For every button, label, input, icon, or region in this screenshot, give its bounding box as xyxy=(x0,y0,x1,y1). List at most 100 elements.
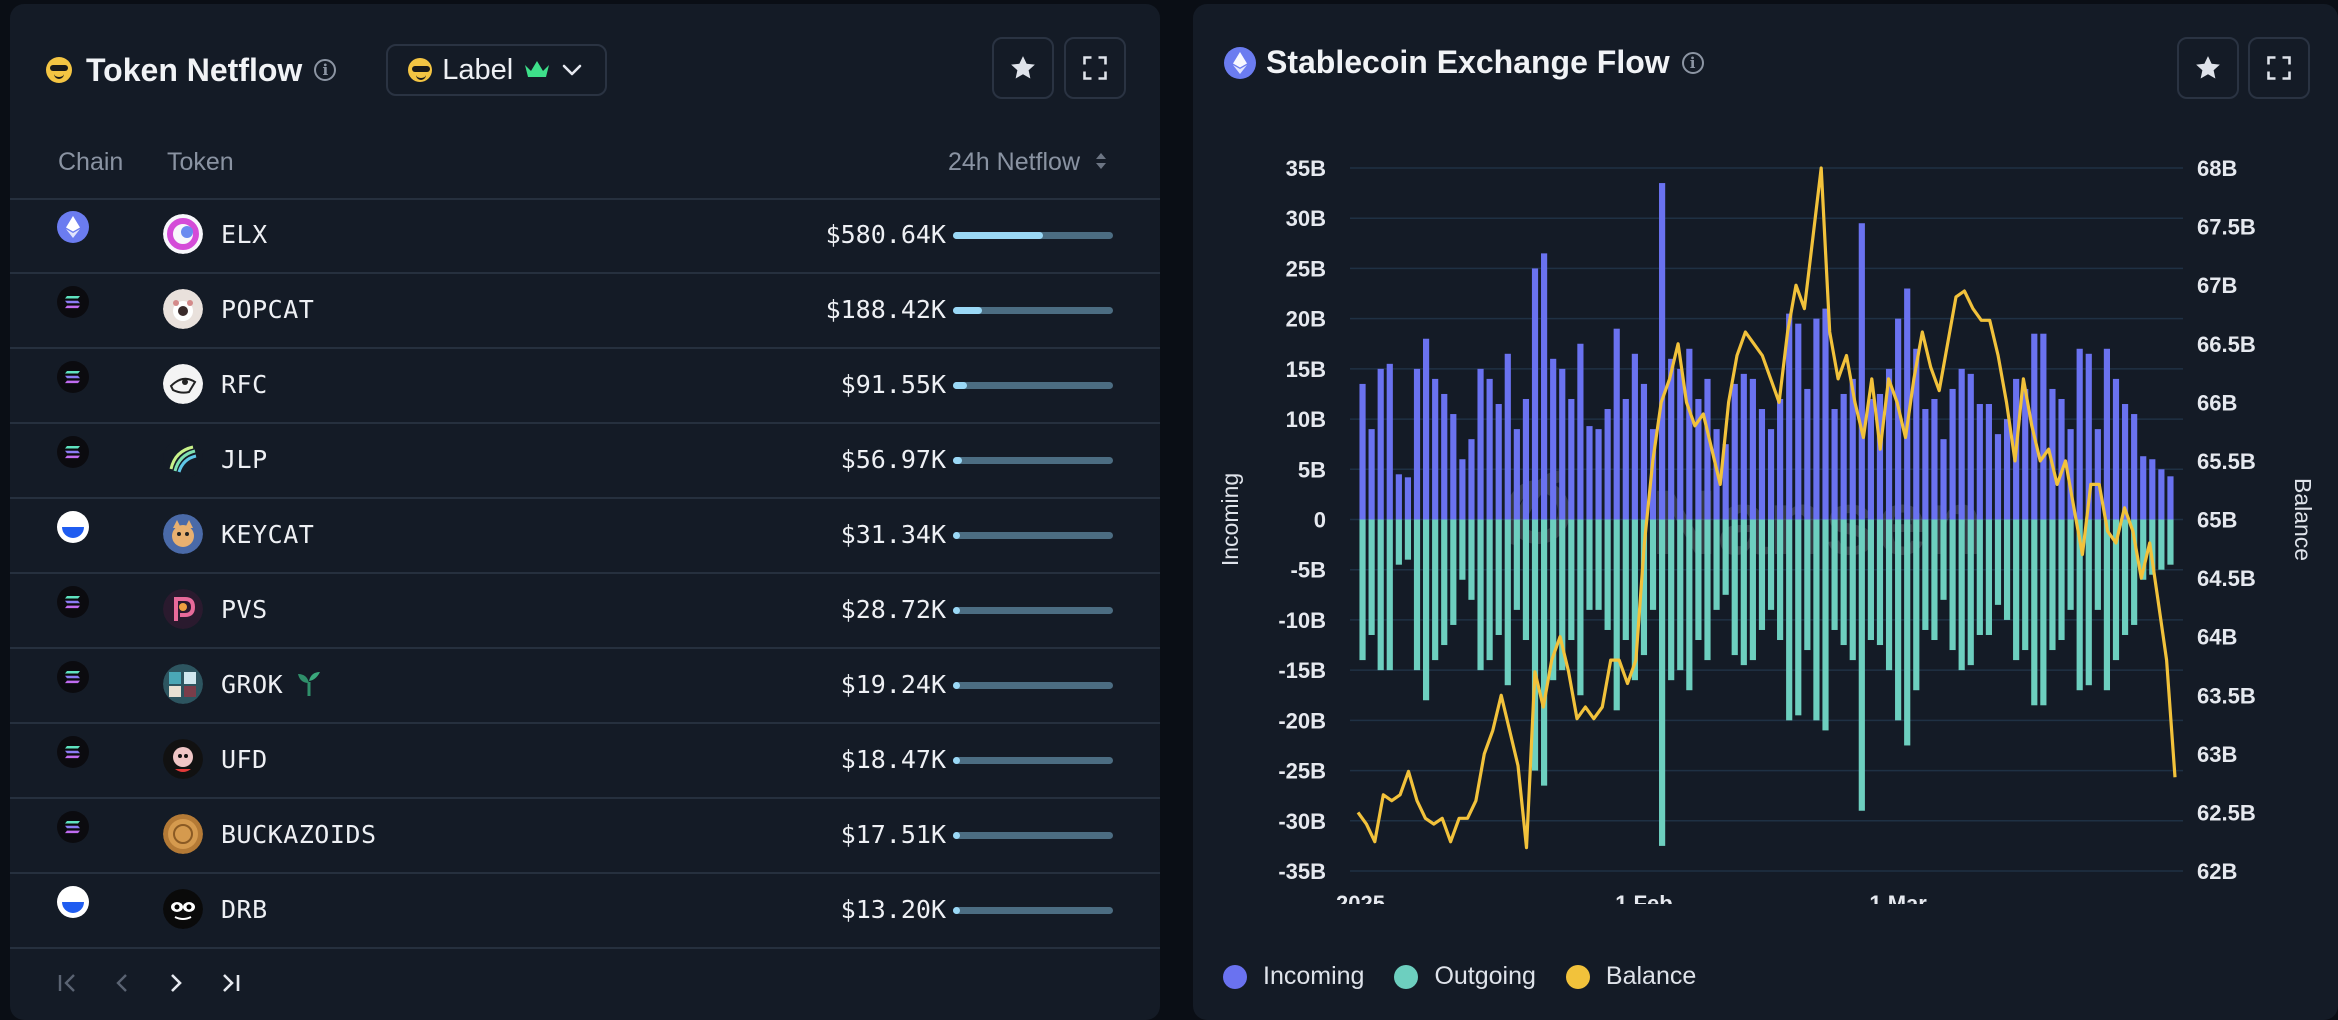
incoming-bar xyxy=(1640,383,1648,520)
outgoing-bar xyxy=(2085,519,2092,686)
expand-button[interactable] xyxy=(2248,37,2310,99)
legend-item-outgoing[interactable]: Outgoing xyxy=(1394,962,1536,991)
outgoing-bar xyxy=(2121,519,2129,635)
outgoing-bar xyxy=(1432,519,1439,661)
favorite-button[interactable] xyxy=(992,37,1054,99)
token-name[interactable]: BUCKAZOIDS xyxy=(221,820,377,849)
table-row[interactable]: KEYCAT $31.34K xyxy=(10,498,1160,574)
token-name[interactable]: POPCAT xyxy=(221,295,315,324)
outgoing-bar xyxy=(1686,519,1693,691)
incoming-bar xyxy=(1749,378,1756,520)
chevron-left-icon xyxy=(116,974,127,992)
incoming-bar xyxy=(1867,398,1874,520)
table-row[interactable]: UFD $18.47K xyxy=(10,723,1160,799)
incoming-bar xyxy=(1604,409,1611,520)
label-filter-dropdown[interactable]: Label xyxy=(386,44,608,96)
token-name[interactable]: UFD xyxy=(221,745,268,774)
incoming-bar xyxy=(1450,414,1457,520)
table-row[interactable]: RFC $91.55K xyxy=(10,348,1160,424)
outgoing-bar xyxy=(1613,519,1620,711)
outgoing-bar xyxy=(1559,519,1566,671)
incoming-bar xyxy=(1577,343,1584,520)
outgoing-bar xyxy=(1550,519,1557,681)
first-page-button[interactable] xyxy=(56,972,82,999)
table-row[interactable]: DRB $13.20K xyxy=(10,873,1160,949)
table-row[interactable]: POPCAT $188.42K xyxy=(10,273,1160,349)
expand-button[interactable] xyxy=(1064,37,1126,99)
col-token: Token xyxy=(167,148,234,176)
chart-legend: Incoming Outgoing Balance xyxy=(1223,962,1696,991)
token-name[interactable]: ELX xyxy=(221,220,268,249)
prev-page-button[interactable] xyxy=(112,972,134,999)
table-row[interactable]: ELX $580.64K xyxy=(10,198,1160,274)
incoming-bar xyxy=(2149,459,2156,520)
token-name[interactable]: DRB xyxy=(221,895,268,924)
token-logo-icon xyxy=(163,589,203,629)
y-tick-label: -35B xyxy=(1278,859,1326,884)
token-name[interactable]: RFC xyxy=(221,370,268,399)
token-name[interactable]: JLP xyxy=(221,445,268,474)
table-row[interactable]: BUCKAZOIDS $17.51K xyxy=(10,798,1160,874)
incoming-bar xyxy=(2167,476,2174,520)
outgoing-bar xyxy=(2058,519,2065,641)
table-row[interactable]: JLP $56.97K xyxy=(10,423,1160,499)
outgoing-bar xyxy=(1422,519,1430,701)
netflow-bar xyxy=(953,907,1113,914)
outgoing-bar xyxy=(1659,519,1666,846)
outgoing-bar xyxy=(2131,519,2138,625)
x-tick-label: 1 Feb xyxy=(1615,891,1672,904)
incoming-bar xyxy=(1631,353,1638,520)
stablecoin-flow-panel: Stablecoin Exchange Flow i Nansen 35B30B… xyxy=(1193,4,2338,1020)
y-tick-label: 30B xyxy=(1286,206,1326,231)
token-name[interactable]: PVS xyxy=(221,595,268,624)
token-logo-icon xyxy=(163,289,203,329)
info-icon[interactable]: i xyxy=(314,59,337,81)
solana-chain-icon xyxy=(57,736,89,768)
sort-icon xyxy=(1095,153,1106,169)
y2-tick-label: 67B xyxy=(2197,273,2237,298)
favorite-button[interactable] xyxy=(2177,37,2239,99)
balance-line-group xyxy=(1356,166,2177,850)
outgoing-bar xyxy=(2013,519,2020,661)
legend-item-balance[interactable]: Balance xyxy=(1565,962,1696,991)
crown-icon xyxy=(525,61,550,77)
outgoing-bar xyxy=(2094,519,2101,610)
y2-tick-label: 62B xyxy=(2197,859,2237,884)
incoming-bar xyxy=(1885,368,1893,520)
netflow-bar xyxy=(953,232,1113,239)
netflow-value: $28.72K xyxy=(840,595,946,624)
incoming-bar xyxy=(1459,459,1466,520)
col-netflow-sort[interactable]: 24h Netflow xyxy=(948,148,1109,177)
incoming-bar xyxy=(1559,368,1566,520)
outgoing-bar xyxy=(1922,519,1929,630)
outgoing-bar xyxy=(2158,519,2165,570)
outgoing-bar xyxy=(1586,519,1593,610)
table-row[interactable]: PVS $28.72K xyxy=(10,573,1160,649)
netflow-value: $188.42K xyxy=(825,295,946,324)
info-icon[interactable]: i xyxy=(1681,51,1704,74)
incoming-bar xyxy=(1595,429,1602,520)
table-header: Chain Token 24h Netflow xyxy=(10,142,1160,200)
outgoing-bar xyxy=(2167,519,2174,565)
incoming-bar xyxy=(1795,323,1802,520)
netflow-bar-fill xyxy=(953,232,1043,239)
y-tick-label: 20B xyxy=(1286,307,1326,332)
token-name[interactable]: KEYCAT xyxy=(221,520,315,549)
next-page-button[interactable] xyxy=(164,972,186,999)
outgoing-bar xyxy=(1477,519,1484,671)
token-name[interactable]: GROK xyxy=(221,670,284,699)
incoming-bar xyxy=(1804,388,1811,520)
last-page-button[interactable] xyxy=(216,972,242,999)
incoming-bar xyxy=(1958,368,1965,520)
outgoing-bar xyxy=(1758,519,1766,630)
incoming-bar xyxy=(2094,429,2101,520)
netflow-bar xyxy=(953,607,1113,614)
incoming-bar xyxy=(2112,378,2120,520)
legend-item-incoming[interactable]: Incoming xyxy=(1223,962,1364,991)
outgoing-bar xyxy=(1940,519,1947,600)
incoming-bar xyxy=(1931,398,1938,520)
y2-axis-title: Balance xyxy=(2290,478,2316,561)
incoming-bar xyxy=(1513,429,1520,520)
outgoing-bar xyxy=(1731,519,1738,656)
table-row[interactable]: GROK $19.24K xyxy=(10,648,1160,724)
